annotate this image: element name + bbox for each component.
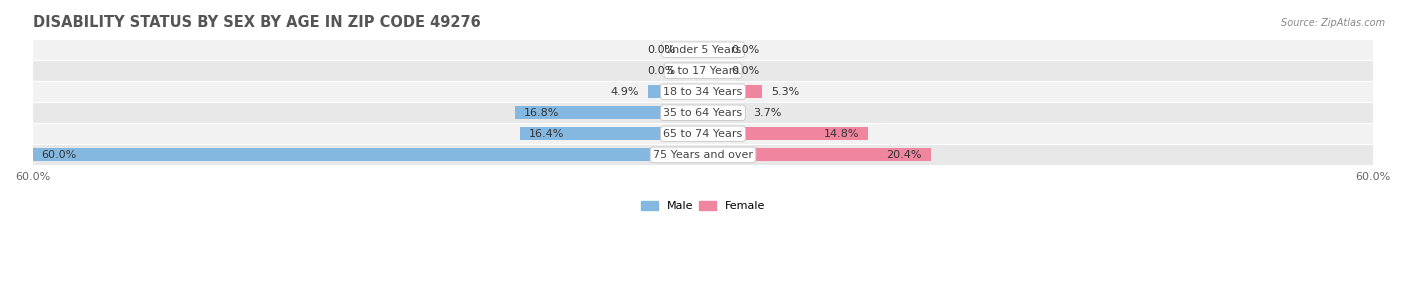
Bar <box>32 61 1374 81</box>
Text: 5 to 17 Years: 5 to 17 Years <box>666 66 740 76</box>
Bar <box>32 82 1374 102</box>
Bar <box>32 40 1374 59</box>
Bar <box>32 145 1374 165</box>
Text: 35 to 64 Years: 35 to 64 Years <box>664 108 742 118</box>
Text: 18 to 34 Years: 18 to 34 Years <box>664 87 742 97</box>
Bar <box>703 85 762 98</box>
Text: Under 5 Years: Under 5 Years <box>665 45 741 55</box>
Bar <box>520 127 703 140</box>
Bar <box>703 127 869 140</box>
Bar <box>703 106 744 119</box>
Text: 0.0%: 0.0% <box>647 45 675 55</box>
Text: 14.8%: 14.8% <box>824 129 859 139</box>
Text: 60.0%: 60.0% <box>42 150 77 160</box>
Bar <box>515 106 703 119</box>
Bar <box>648 85 703 98</box>
Text: 4.9%: 4.9% <box>610 87 640 97</box>
Bar <box>32 103 1374 123</box>
Text: 75 Years and over: 75 Years and over <box>652 150 754 160</box>
Text: 0.0%: 0.0% <box>647 66 675 76</box>
Text: 0.0%: 0.0% <box>731 45 759 55</box>
Legend: Male, Female: Male, Female <box>638 198 768 215</box>
Text: 16.8%: 16.8% <box>524 108 560 118</box>
Bar <box>703 148 931 161</box>
Text: DISABILITY STATUS BY SEX BY AGE IN ZIP CODE 49276: DISABILITY STATUS BY SEX BY AGE IN ZIP C… <box>32 15 481 30</box>
Text: 16.4%: 16.4% <box>529 129 564 139</box>
Text: 65 to 74 Years: 65 to 74 Years <box>664 129 742 139</box>
Bar <box>32 148 703 161</box>
Text: 3.7%: 3.7% <box>754 108 782 118</box>
Text: 20.4%: 20.4% <box>887 150 922 160</box>
Text: Source: ZipAtlas.com: Source: ZipAtlas.com <box>1281 18 1385 28</box>
Bar <box>32 124 1374 144</box>
Text: 0.0%: 0.0% <box>731 66 759 76</box>
Text: 5.3%: 5.3% <box>770 87 800 97</box>
